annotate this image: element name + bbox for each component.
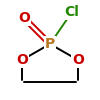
Text: Cl: Cl	[65, 5, 79, 19]
Text: P: P	[45, 37, 55, 51]
Text: O: O	[18, 11, 30, 25]
Text: O: O	[16, 53, 28, 67]
Text: O: O	[72, 53, 84, 67]
